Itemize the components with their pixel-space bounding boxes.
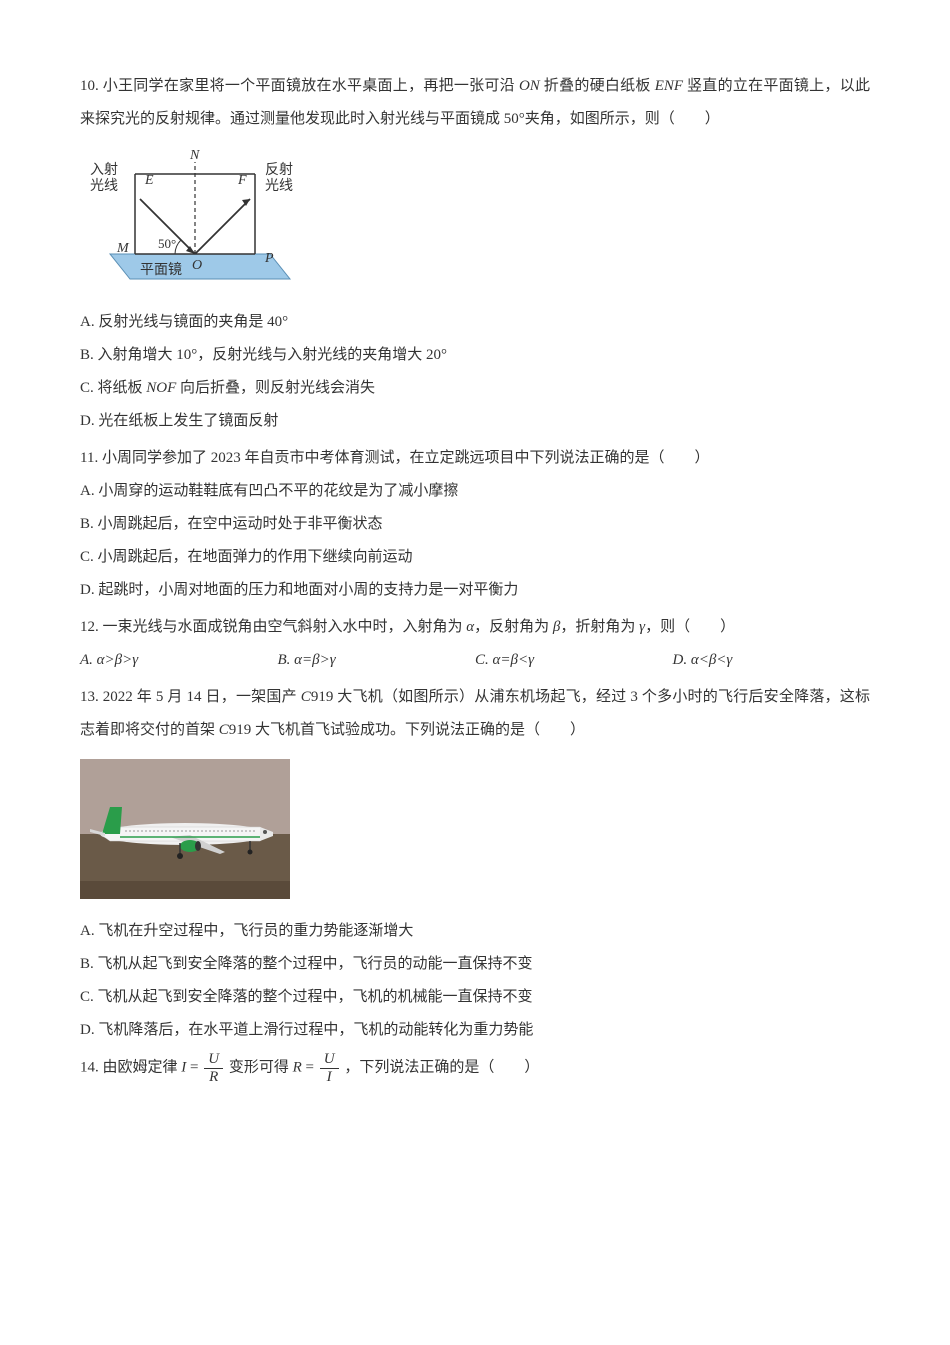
q14-eq1: = — [186, 1059, 202, 1075]
q11-option-a: A. 小周穿的运动鞋鞋底有凹凸不平的花纹是为了减小摩擦 — [80, 475, 870, 508]
q12-p1: 一束光线与水面成锐角由空气斜射入水中时，入射角为 — [99, 619, 467, 635]
q12-options: A. α>β>γ B. α=β>γ C. α=β<γ D. α<β<γ — [80, 644, 870, 677]
q14-frac1-num: U — [204, 1051, 223, 1069]
q10-option-d: D. 光在纸板上发生了镜面反射 — [80, 405, 870, 438]
q11-option-c: C. 小周跳起后，在地面弹力的作用下继续向前运动 — [80, 541, 870, 574]
q14-p3: ，下列说法正确的是（ ） — [341, 1059, 540, 1075]
q13-n2: 919 大飞机首飞试验成功。下列说法正确的是（ ） — [229, 722, 585, 738]
q13-option-a: A. 飞机在升空过程中，飞行员的重力势能逐渐增大 — [80, 915, 870, 948]
q10-optc-suf: 向后折叠，则反射光线会消失 — [176, 380, 375, 396]
svg-text:入射: 入射 — [90, 162, 118, 178]
q14-frac2: UI — [320, 1051, 339, 1085]
q10-text-p1: 小王同学在家里将一个平面镜放在水平桌面上，再把一张可沿 — [99, 78, 519, 94]
q10-number: 10. — [80, 78, 99, 94]
q13-option-c: C. 飞机从起飞到安全降落的整个过程中，飞机的机械能一直保持不变 — [80, 981, 870, 1014]
q12-text: 12. 一束光线与水面成锐角由空气斜射入水中时，入射角为 α，反射角为 β，折射… — [80, 611, 870, 644]
svg-text:光线: 光线 — [90, 178, 118, 194]
q14-number: 14. — [80, 1059, 99, 1075]
q12-p2: ，反射角为 — [474, 619, 553, 635]
q10-text-p2: 折叠的硬白纸板 — [540, 78, 655, 94]
q10-nof: NOF — [146, 380, 176, 396]
q11-text: 11. 小周同学参加了 2023 年自贡市中考体育测试，在立定跳远项目中下列说法… — [80, 442, 870, 475]
q12-option-d: D. α<β<γ — [673, 644, 871, 677]
q12-number: 12. — [80, 619, 99, 635]
q13-option-b: B. 飞机从起飞到安全降落的整个过程中，飞行员的动能一直保持不变 — [80, 948, 870, 981]
q14-eq2: = — [302, 1059, 318, 1075]
q14-p2: 变形可得 — [225, 1059, 293, 1075]
q13-text: 13. 2022 年 5 月 14 日，一架国产 C919 大飞机（如图所示）从… — [80, 681, 870, 747]
q10-option-b: B. 入射角增大 10°，反射光线与入射光线的夹角增大 20° — [80, 339, 870, 372]
q13-c1: C — [301, 689, 311, 705]
svg-text:N: N — [189, 148, 200, 163]
svg-text:光线: 光线 — [265, 178, 293, 194]
q14-frac1-den: R — [204, 1069, 223, 1086]
q11-option-b: B. 小周跳起后，在空中运动时处于非平衡状态 — [80, 508, 870, 541]
q13-p1: 2022 年 5 月 14 日，一架国产 — [99, 689, 301, 705]
question-11: 11. 小周同学参加了 2023 年自贡市中考体育测试，在立定跳远项目中下列说法… — [80, 442, 870, 607]
svg-text:反射: 反射 — [265, 162, 293, 178]
q12-p4: ，则（ ） — [645, 619, 735, 635]
svg-text:平面镜: 平面镜 — [140, 262, 182, 278]
q14-text: 14. 由欧姆定律 I = UR 变形可得 R = UI ，下列说法正确的是（ … — [80, 1051, 870, 1085]
svg-text:O: O — [192, 258, 202, 273]
q13-airplane-image — [80, 759, 290, 899]
q13-number: 13. — [80, 689, 99, 705]
svg-text:50°: 50° — [158, 236, 176, 251]
svg-text:M: M — [116, 241, 130, 256]
q12-alpha: α — [466, 619, 474, 635]
q10-enf: ENF — [655, 78, 683, 94]
q12-p3: ，折射角为 — [560, 619, 639, 635]
q14-frac2-den: I — [320, 1069, 339, 1086]
q12-option-c: C. α=β<γ — [475, 644, 673, 677]
q13-c2: C — [219, 722, 229, 738]
q14-frac1: UR — [204, 1051, 223, 1085]
question-12: 12. 一束光线与水面成锐角由空气斜射入水中时，入射角为 α，反射角为 β，折射… — [80, 611, 870, 677]
q10-option-a: A. 反射光线与镜面的夹角是 40° — [80, 306, 870, 339]
q12-option-a: A. α>β>γ — [80, 644, 278, 677]
q10-text: 10. 小王同学在家里将一个平面镜放在水平桌面上，再把一张可沿 ON 折叠的硬白… — [80, 70, 870, 136]
q14-R: R — [293, 1059, 302, 1075]
q12-option-b: B. α=β>γ — [278, 644, 476, 677]
q11-option-d: D. 起跳时，小周对地面的压力和地面对小周的支持力是一对平衡力 — [80, 574, 870, 607]
q10-option-c: C. 将纸板 NOF 向后折叠，则反射光线会消失 — [80, 372, 870, 405]
q13-option-d: D. 飞机降落后，在水平道上滑行过程中，飞机的动能转化为重力势能 — [80, 1014, 870, 1047]
question-14: 14. 由欧姆定律 I = UR 变形可得 R = UI ，下列说法正确的是（ … — [80, 1051, 870, 1085]
q11-number: 11. — [80, 450, 98, 466]
q11-body: 小周同学参加了 2023 年自贡市中考体育测试，在立定跳远项目中下列说法正确的是… — [98, 450, 709, 466]
svg-text:P: P — [264, 251, 274, 266]
q14-p1: 由欧姆定律 — [99, 1059, 182, 1075]
question-13: 13. 2022 年 5 月 14 日，一架国产 C919 大飞机（如图所示）从… — [80, 681, 870, 1047]
svg-text:F: F — [237, 173, 247, 188]
q14-frac2-num: U — [320, 1051, 339, 1069]
question-10: 10. 小王同学在家里将一个平面镜放在水平桌面上，再把一张可沿 ON 折叠的硬白… — [80, 70, 870, 438]
q10-on: ON — [519, 78, 540, 94]
q10-optc-pre: C. 将纸板 — [80, 380, 146, 396]
svg-text:E: E — [144, 173, 154, 188]
q10-diagram: 入射 光线 反射 光线 N E F M O P 50° 平面镜 — [80, 144, 870, 294]
